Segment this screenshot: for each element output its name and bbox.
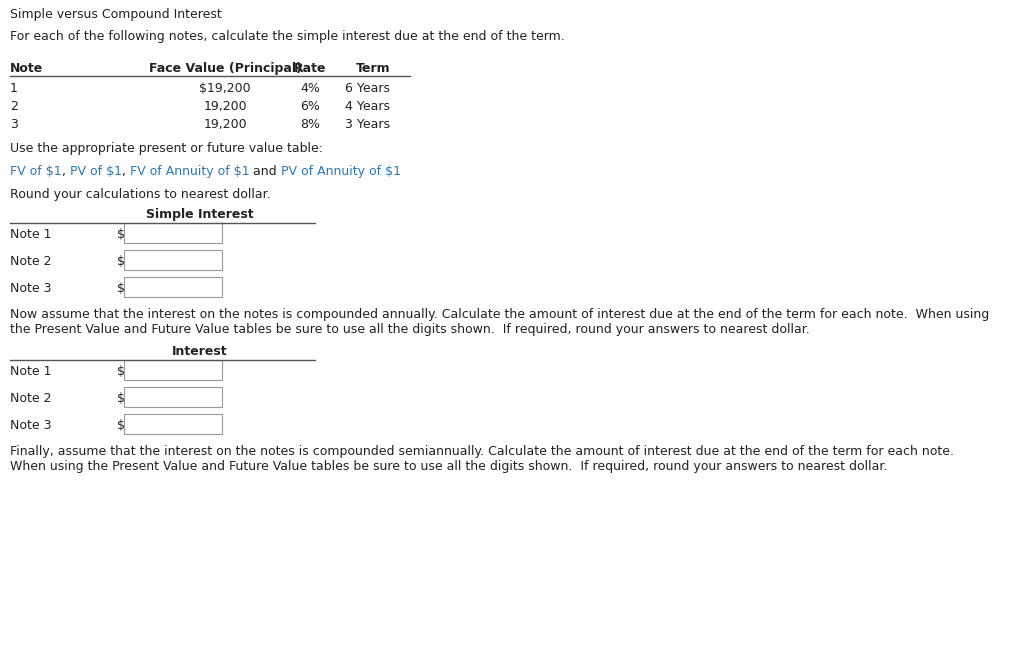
Text: the Present Value and Future Value tables be sure to use all the digits shown.  : the Present Value and Future Value table… — [10, 323, 810, 336]
Bar — [124, 414, 222, 434]
Text: 6%: 6% — [300, 100, 319, 113]
Text: 2: 2 — [10, 100, 17, 113]
Bar — [124, 387, 222, 407]
Text: Use the appropriate present or future value table:: Use the appropriate present or future va… — [10, 142, 323, 155]
Text: 19,200: 19,200 — [203, 118, 247, 131]
Text: $: $ — [117, 365, 125, 378]
Text: and: and — [249, 165, 281, 178]
Text: 1: 1 — [10, 82, 17, 95]
Text: FV of $1: FV of $1 — [10, 165, 61, 178]
Text: Face Value (Principal): Face Value (Principal) — [148, 62, 301, 75]
Text: Finally, assume that the interest on the notes is compounded semiannually. Calcu: Finally, assume that the interest on the… — [10, 445, 954, 458]
Text: $19,200: $19,200 — [200, 82, 251, 95]
Text: Simple Interest: Simple Interest — [146, 208, 254, 221]
Text: 19,200: 19,200 — [203, 100, 247, 113]
Text: 6 Years: 6 Years — [345, 82, 390, 95]
Text: ,: , — [61, 165, 70, 178]
Text: $: $ — [117, 392, 125, 405]
Text: For each of the following notes, calculate the simple interest due at the end of: For each of the following notes, calcula… — [10, 30, 565, 43]
Text: Term: Term — [355, 62, 390, 75]
Text: Note 1: Note 1 — [10, 365, 51, 378]
Text: Note 2: Note 2 — [10, 392, 51, 405]
Text: $: $ — [117, 228, 125, 241]
Bar — [124, 360, 222, 380]
Text: Note 3: Note 3 — [10, 282, 51, 295]
Text: Note 1: Note 1 — [10, 228, 51, 241]
Text: ,: , — [122, 165, 130, 178]
Bar — [124, 223, 222, 243]
Text: Note 2: Note 2 — [10, 255, 51, 268]
Text: Now assume that the interest on the notes is compounded annually. Calculate the : Now assume that the interest on the note… — [10, 308, 989, 321]
Text: PV of Annuity of $1: PV of Annuity of $1 — [281, 165, 400, 178]
Text: $: $ — [117, 255, 125, 268]
Text: 3 Years: 3 Years — [345, 118, 390, 131]
Text: Note: Note — [10, 62, 43, 75]
Text: 3: 3 — [10, 118, 17, 131]
Text: When using the Present Value and Future Value tables be sure to use all the digi: When using the Present Value and Future … — [10, 460, 888, 473]
Bar — [124, 250, 222, 270]
Text: $: $ — [117, 282, 125, 295]
Text: 4 Years: 4 Years — [345, 100, 390, 113]
Text: Interest: Interest — [172, 345, 227, 358]
Bar — [124, 277, 222, 297]
Text: Simple versus Compound Interest: Simple versus Compound Interest — [10, 8, 222, 21]
Text: 4%: 4% — [300, 82, 319, 95]
Text: FV of Annuity of $1: FV of Annuity of $1 — [130, 165, 249, 178]
Text: 8%: 8% — [300, 118, 319, 131]
Text: Note 3: Note 3 — [10, 419, 51, 432]
Text: $: $ — [117, 419, 125, 432]
Text: Round your calculations to nearest dollar.: Round your calculations to nearest dolla… — [10, 188, 270, 201]
Text: Rate: Rate — [294, 62, 327, 75]
Text: PV of $1: PV of $1 — [70, 165, 122, 178]
